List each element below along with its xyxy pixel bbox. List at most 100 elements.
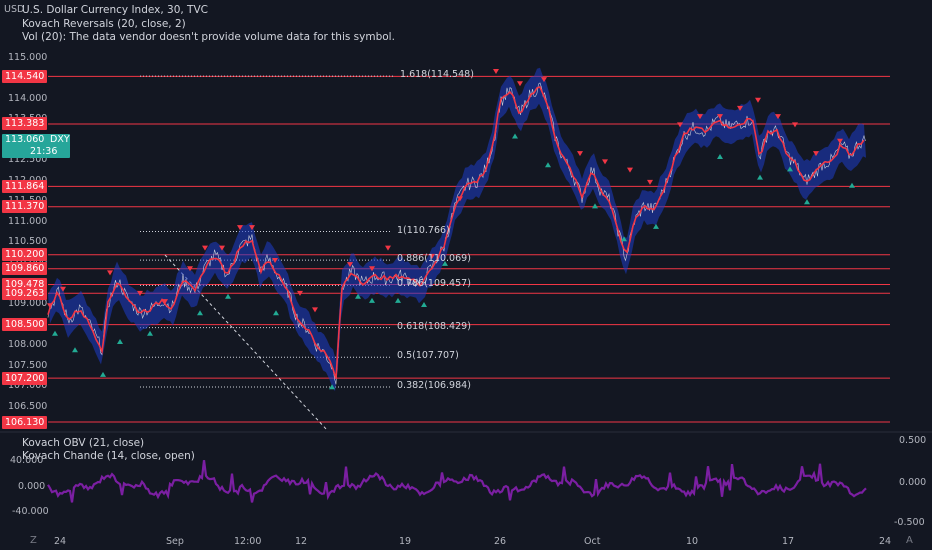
down-reversal-marker [755,97,761,103]
osc-left-tick-0: 40.000 [10,455,44,466]
moving-average-line [47,86,865,380]
osc-right-tick-0: 0.500 [899,435,927,446]
symbol-label: DXY [50,134,70,145]
x-axis-label: 10 [686,536,699,547]
fib-level-label: 0.382(106.984) [397,379,471,391]
down-reversal-marker [369,266,375,272]
down-reversal-marker [775,114,781,120]
down-reversal-marker [107,270,113,276]
down-reversal-marker [347,262,353,268]
red-ma [47,86,865,380]
down-reversal-marker [627,167,633,173]
down-reversal-marker [493,68,499,74]
price-series [47,82,866,385]
up-reversal-marker [329,384,335,390]
down-reversal-marker [837,138,843,144]
indicator-volume[interactable]: Vol (20): The data vendor doesn't provid… [22,31,395,43]
fib-level-label: 1.618(114.548) [400,69,474,81]
x-axis-label: 17 [782,536,795,547]
osc-right-tick-1: 0.000 [899,477,927,488]
price-level-tag: 113.383 [2,117,48,131]
y-tick-label: 111.000 [8,215,48,227]
fib-level-label: 0.5(107.707) [397,350,459,362]
price-level-tag: 110.200 [2,248,48,262]
down-reversal-marker [541,77,547,83]
up-reversal-marker [395,297,401,303]
oscillator [47,460,867,503]
fib-level-label: 0.886(110.069) [397,253,471,265]
down-reversal-marker [219,245,225,251]
y-tick-label: 107.000 [8,380,48,392]
up-reversal-marker [545,162,551,168]
down-reversal-marker [272,258,278,263]
down-reversal-marker [697,114,703,120]
up-reversal-marker [849,182,855,188]
indicator-kovach-obv[interactable]: Kovach OBV (21, close) [22,437,145,449]
currency-label: USD [4,4,25,15]
down-reversal-marker [457,196,463,202]
chart-title: U.S. Dollar Currency Index, 30, TVC [22,4,208,16]
down-reversal-marker [162,299,168,305]
x-axis-label: 24 [54,536,67,547]
down-reversal-marker [429,253,435,259]
up-reversal-marker [72,347,78,353]
osc-left-tick-2: -40.000 [12,506,49,517]
price-level-tag: 107.200 [2,371,48,385]
down-reversal-marker [312,307,318,313]
up-reversal-marker [757,174,763,180]
down-reversal-marker [517,81,523,87]
up-reversal-marker [621,236,627,242]
osc-right-tick-2: -0.500 [894,517,925,528]
indicator-kovach-reversals[interactable]: Kovach Reversals (20, close, 2) [22,18,186,30]
down-reversal-marker [237,225,243,231]
x-axis-label: 19 [399,536,412,547]
up-reversal-marker [592,203,598,209]
bar-countdown: 21:36 [30,146,58,157]
down-reversal-marker [737,105,743,111]
fib-level-label: 0.618(108.429) [397,320,471,332]
up-reversal-marker [355,293,361,299]
down-reversal-marker [187,266,193,272]
down-reversal-marker [297,290,303,296]
price-level-tag: 106.130 [2,415,48,429]
y-tick-label: 110.500 [8,236,48,248]
down-reversal-marker [47,303,53,309]
price-level-tag: 108.500 [2,318,48,332]
x-axis-label: Sep [166,536,184,547]
auto-scale-a-button[interactable]: A [906,535,913,546]
channel-band [48,67,866,392]
up-reversal-marker [225,293,231,299]
current-price-value: 113.060 [5,134,45,145]
price-line [47,82,866,385]
x-axis-label: 12 [295,536,308,547]
down-reversal-marker [717,114,723,120]
up-reversal-marker [804,199,810,205]
up-reversal-marker [273,310,279,316]
up-reversal-marker [52,330,58,336]
down-reversal-marker [577,151,583,157]
y-tick-label: 107.500 [8,359,48,371]
down-reversal-marker [677,122,683,128]
down-reversal-marker [602,159,608,165]
up-reversal-marker [117,338,123,344]
down-reversal-marker [813,151,819,157]
down-reversal-marker [792,122,798,128]
zoom-z-button[interactable]: Z [30,535,37,546]
fib-level-label: 0.786(109.457) [397,278,471,290]
y-tick-label: 112.500 [8,154,48,166]
up-reversal-marker [147,330,153,336]
up-reversal-marker [100,371,106,377]
up-reversal-marker [512,133,518,139]
down-reversal-marker [60,286,66,292]
x-axis-label: Oct [584,536,601,547]
up-reversal-marker [653,223,659,229]
fib-level-label: 1(110.766) [397,224,450,236]
indicator-kovach-chande[interactable]: Kovach Chande (14, close, open) [22,450,195,462]
down-reversal-marker [202,245,208,251]
x-axis-label: 24 [879,536,892,547]
fib-trendline [164,254,328,431]
oscillator-line [47,460,867,503]
up-reversal-marker [197,310,203,316]
